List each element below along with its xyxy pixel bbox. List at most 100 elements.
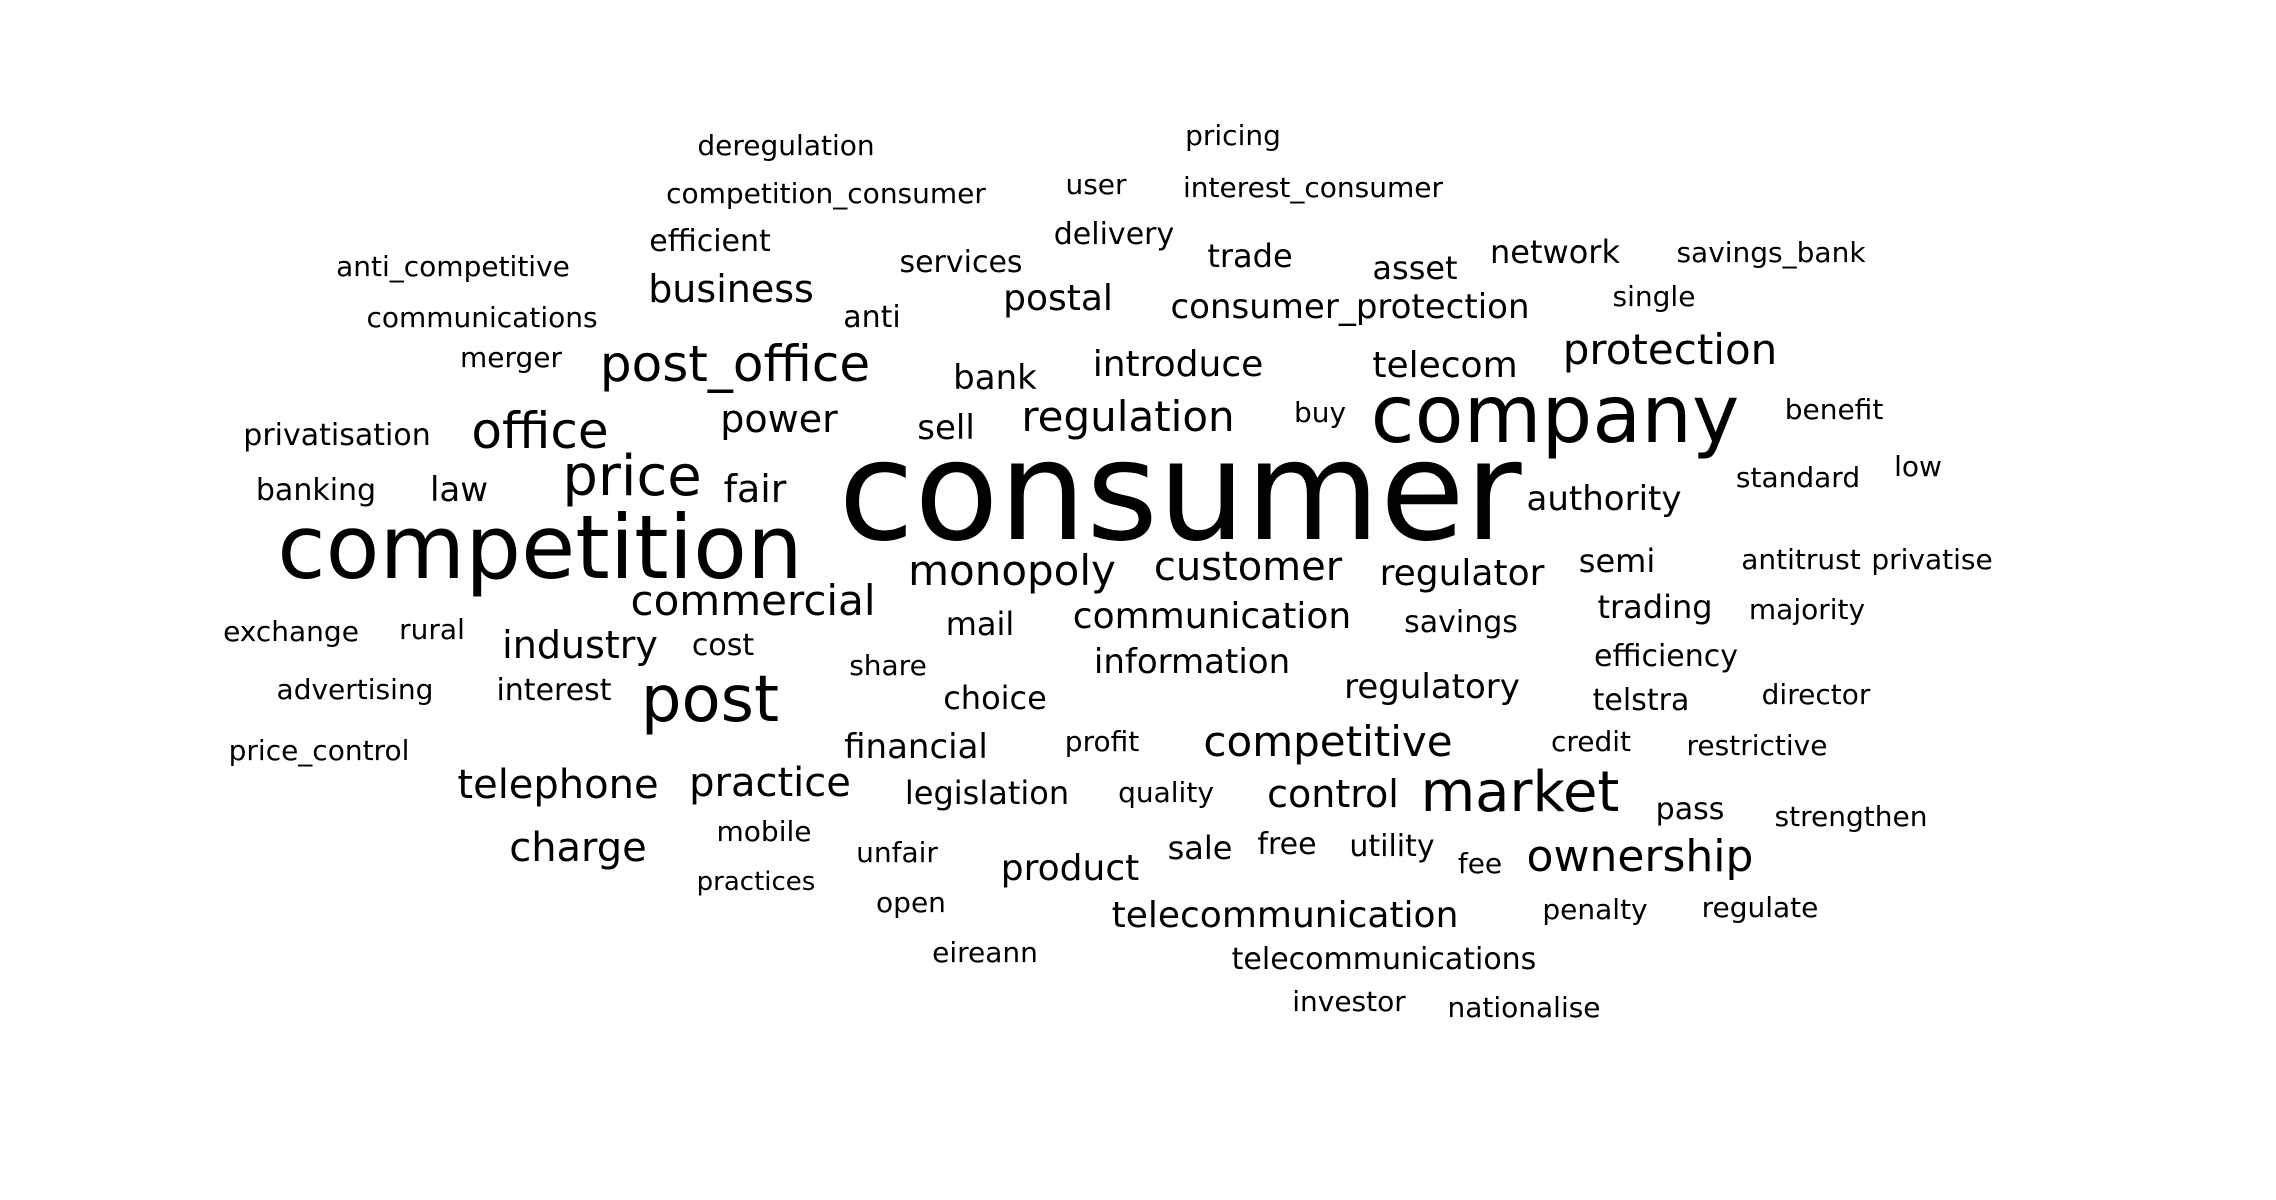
word-open: open xyxy=(876,886,946,919)
word-anti: anti xyxy=(843,300,901,335)
word-cost: cost xyxy=(691,628,755,663)
word-buy: buy xyxy=(1293,396,1347,429)
word-market: market xyxy=(1420,760,1620,825)
word-power: power xyxy=(720,397,838,441)
word-fair: fair xyxy=(723,467,787,511)
word-regulate: regulate xyxy=(1701,891,1819,924)
word-telecommunications: telecommunications xyxy=(1231,942,1537,977)
word-unfair: unfair xyxy=(856,836,938,869)
word-bank: bank xyxy=(953,358,1037,398)
word-telstra: telstra xyxy=(1592,683,1690,718)
word-post-office: post_office xyxy=(599,335,871,393)
word-rural: rural xyxy=(399,613,465,646)
word-price-control: price_control xyxy=(228,734,410,767)
word-standard: standard xyxy=(1735,461,1861,494)
word-practices: practices xyxy=(696,867,816,897)
word-credit: credit xyxy=(1550,725,1632,758)
word-communications: communications xyxy=(366,301,598,334)
word-sell: sell xyxy=(917,408,975,448)
word-telecommunication: telecommunication xyxy=(1111,895,1459,936)
word-trade: trade xyxy=(1207,237,1293,275)
word-authority: authority xyxy=(1526,479,1682,519)
word-company: company xyxy=(1370,368,1740,461)
word-choice: choice xyxy=(943,679,1047,717)
word-consumer: consumer xyxy=(838,411,1522,572)
word-efficient: efficient xyxy=(649,224,771,259)
word-telecom: telecom xyxy=(1372,345,1518,386)
word-share: share xyxy=(849,649,927,682)
word-business: business xyxy=(648,267,814,311)
word-mobile: mobile xyxy=(716,815,812,848)
word-user: user xyxy=(1065,168,1127,201)
word-penalty: penalty xyxy=(1542,893,1648,926)
word-quality: quality xyxy=(1118,776,1214,809)
word-post: post xyxy=(640,663,780,737)
word-protection: protection xyxy=(1562,325,1778,374)
word-communication: communication xyxy=(1072,596,1352,637)
word-interest: interest xyxy=(496,673,612,708)
word-pricing: pricing xyxy=(1185,119,1281,152)
word-privatisation: privatisation xyxy=(243,418,431,453)
word-charge: charge xyxy=(509,825,647,871)
word-regulation: regulation xyxy=(1021,392,1235,441)
word-network: network xyxy=(1490,233,1620,271)
word-pass: pass xyxy=(1655,792,1725,827)
word-product: product xyxy=(1000,848,1140,889)
word-exchange: exchange xyxy=(223,615,359,648)
word-antitrust: antitrust xyxy=(1741,543,1861,576)
word-introduce: introduce xyxy=(1092,344,1264,385)
word-practice: practice xyxy=(689,760,851,806)
word-legislation: legislation xyxy=(904,774,1070,812)
word-anti-competitive: anti_competitive xyxy=(336,250,570,283)
word-commercial: commercial xyxy=(630,576,876,625)
word-semi: semi xyxy=(1578,542,1656,580)
word-low: low xyxy=(1894,450,1942,483)
word-regulatory: regulatory xyxy=(1344,667,1520,707)
word-privatise: privatise xyxy=(1871,543,1993,576)
word-regulator: regulator xyxy=(1379,553,1545,594)
word-profit: profit xyxy=(1064,725,1140,758)
word-delivery: delivery xyxy=(1053,217,1175,252)
word-investor: investor xyxy=(1292,985,1406,1018)
word-services: services xyxy=(899,245,1023,280)
word-merger: merger xyxy=(459,341,563,374)
word-efficiency: efficiency xyxy=(1593,639,1739,674)
word-director: director xyxy=(1761,678,1871,711)
word-savings: savings xyxy=(1404,605,1518,640)
word-consumer-protection: consumer_protection xyxy=(1170,287,1530,327)
word-ownership: ownership xyxy=(1526,831,1754,882)
word-price: price xyxy=(562,444,702,509)
word-law: law xyxy=(429,470,489,510)
word-industry: industry xyxy=(502,623,658,667)
word-deregulation: deregulation xyxy=(697,129,875,162)
word-eireann: eireann xyxy=(932,936,1038,969)
word-competition-consumer: competition_consumer xyxy=(666,177,986,210)
word-restrictive: restrictive xyxy=(1686,729,1828,762)
word-office: office xyxy=(471,402,609,460)
word-mail: mail xyxy=(945,605,1015,643)
word-utility: utility xyxy=(1349,829,1435,864)
word-customer: customer xyxy=(1153,544,1343,590)
word-savings-bank: savings_bank xyxy=(1676,236,1866,269)
word-telephone: telephone xyxy=(457,762,659,808)
word-asset: asset xyxy=(1372,249,1458,287)
word-advertising: advertising xyxy=(276,673,434,706)
word-free: free xyxy=(1257,827,1317,862)
word-information: information xyxy=(1093,642,1291,682)
word-strengthen: strengthen xyxy=(1774,800,1928,833)
word-trading: trading xyxy=(1597,588,1713,626)
word-financial: financial xyxy=(844,727,988,767)
word-nationalise: nationalise xyxy=(1447,991,1601,1024)
word-postal: postal xyxy=(1003,278,1113,319)
word-sale: sale xyxy=(1167,829,1233,867)
word-competitive: competitive xyxy=(1203,717,1453,766)
word-benefit: benefit xyxy=(1784,393,1884,426)
word-single: single xyxy=(1612,280,1696,313)
word-control: control xyxy=(1267,772,1399,816)
word-competition: competition xyxy=(277,496,803,599)
word-fee: fee xyxy=(1457,847,1503,880)
word-monopoly: monopoly xyxy=(908,546,1116,595)
word-interest-consumer: interest_consumer xyxy=(1182,171,1444,204)
word-banking: banking xyxy=(255,473,377,508)
